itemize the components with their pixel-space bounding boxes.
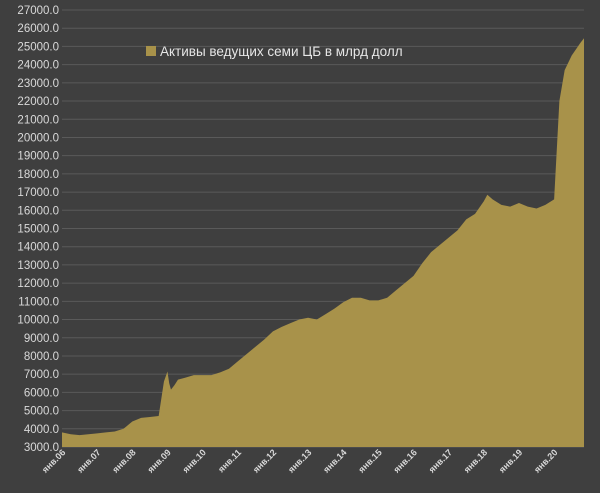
- x-tick-label: янв.20: [532, 447, 559, 474]
- x-tick-label: янв.18: [462, 447, 489, 474]
- x-tick-label: янв.11: [216, 447, 243, 474]
- legend: Активы ведущих семи ЦБ в млрд долл: [146, 44, 403, 59]
- x-tick-label: янв.12: [251, 447, 278, 474]
- y-tick-label: 10000.0: [17, 315, 59, 327]
- y-tick-label: 15000.0: [17, 224, 59, 236]
- x-tick-label: янв.17: [427, 447, 454, 474]
- y-tick-label: 7000.0: [24, 369, 59, 381]
- x-tick-label: янв.08: [110, 447, 137, 474]
- y-axis-ticks: 3000.0 4000.0 5000.0 6000.0 7000.0 8000.0 9000…: [17, 5, 59, 454]
- y-tick-label: 8000.0: [24, 351, 59, 363]
- y-tick-label: 22000.0: [17, 96, 59, 108]
- y-tick-label: 17000.0: [17, 187, 59, 199]
- y-tick-label: 20000.0: [17, 132, 59, 144]
- y-tick-label: 19000.0: [17, 151, 59, 163]
- y-tick-label: 9000.0: [24, 333, 59, 345]
- y-tick-label: 12000.0: [17, 278, 59, 290]
- y-tick-label: 21000.0: [17, 114, 59, 126]
- y-tick-label: 5000.0: [24, 406, 59, 418]
- x-tick-label: янв.09: [145, 447, 172, 474]
- x-tick-label: янв.14: [321, 447, 348, 474]
- y-tick-label: 11000.0: [18, 296, 59, 308]
- legend-swatch: [146, 46, 156, 56]
- y-tick-label: 24000.0: [17, 60, 59, 72]
- y-tick-label: 4000.0: [24, 424, 59, 436]
- x-tick-label: янв.16: [392, 447, 419, 474]
- x-tick-label: янв.19: [497, 447, 524, 474]
- x-tick-label: янв.07: [75, 447, 102, 474]
- legend-label: Активы ведущих семи ЦБ в млрд долл: [160, 44, 403, 59]
- y-tick-label: 14000.0: [17, 242, 59, 254]
- area-series: [62, 38, 584, 447]
- y-tick-label: 25000.0: [17, 41, 59, 53]
- x-axis-ticks: янв.06 янв.07 янв.08 янв.09 янв.10 янв.11 янв.…: [40, 447, 560, 474]
- y-tick-label: 16000.0: [17, 205, 59, 217]
- y-tick-label: 3000.0: [24, 442, 59, 454]
- y-tick-label: 26000.0: [17, 23, 59, 35]
- x-tick-label: янв.10: [181, 447, 208, 474]
- y-tick-label: 27000.0: [17, 5, 59, 17]
- y-tick-label: 18000.0: [17, 169, 59, 181]
- y-tick-label: 6000.0: [24, 387, 59, 399]
- y-tick-label: 23000.0: [17, 78, 59, 90]
- x-tick-label: янв.15: [356, 447, 383, 474]
- x-tick-label: янв.13: [286, 447, 313, 474]
- y-tick-label: 13000.0: [17, 260, 59, 272]
